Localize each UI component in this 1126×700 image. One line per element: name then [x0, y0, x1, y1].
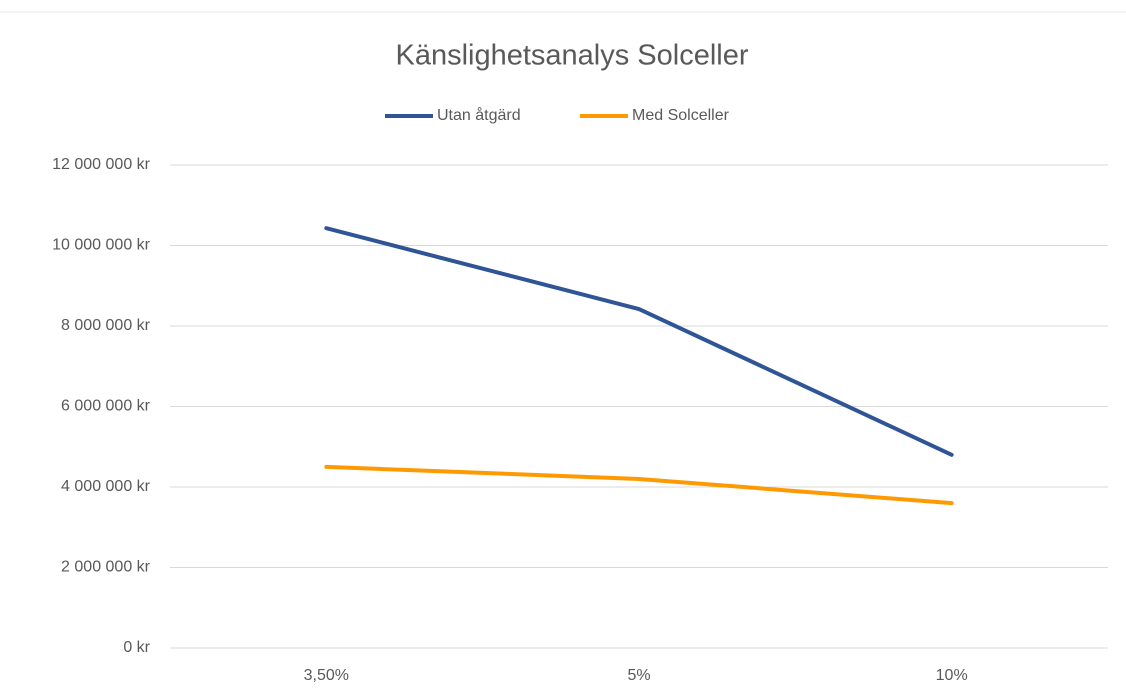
x-tick-label: 3,50%: [304, 667, 349, 684]
x-tick-label: 5%: [627, 667, 650, 684]
chart-title: Känslighetsanalys Solceller: [395, 40, 748, 72]
series-line: [324, 464, 954, 506]
y-tick-label: 8 000 000 kr: [61, 317, 151, 334]
x-tick-label: 10%: [936, 667, 968, 684]
y-tick-label: 12 000 000 kr: [52, 156, 151, 173]
y-tick-label: 0 kr: [123, 639, 150, 656]
legend-label: Utan åtgärd: [437, 106, 521, 124]
y-tick-label: 2 000 000 kr: [61, 559, 151, 576]
y-tick-label: 10 000 000 kr: [52, 237, 151, 254]
series-line: [324, 226, 954, 457]
legend-label: Med Solceller: [632, 107, 730, 124]
y-tick-label: 6 000 000 kr: [61, 398, 151, 415]
y-tick-label: 4 000 000 kr: [61, 478, 151, 495]
